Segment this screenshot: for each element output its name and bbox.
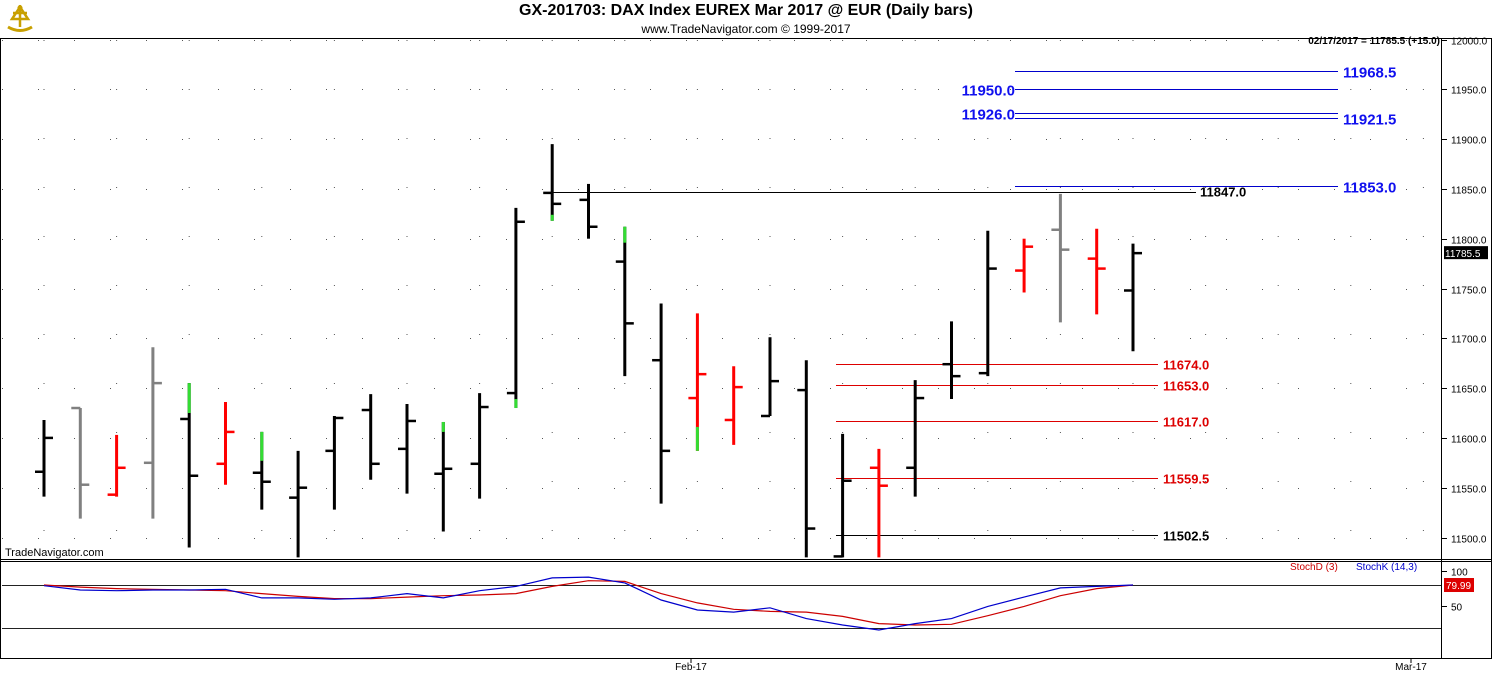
watermark: TradeNavigator.com — [5, 547, 104, 559]
resistance-label: 11968.5 — [1343, 65, 1396, 82]
y-tick-label: 11600.0 — [1451, 435, 1487, 446]
chart-title: GX-201703: DAX Index EUREX Mar 2017 @ EU… — [519, 2, 973, 19]
y-tick-label: 11500.0 — [1451, 535, 1487, 546]
trade-navigator-logo — [7, 4, 33, 32]
chart-subtitle: www.TradeNavigator.com © 1999-2017 — [641, 22, 851, 36]
y-tick-label: 11850.0 — [1451, 186, 1487, 197]
y-tick-label: 11550.0 — [1451, 485, 1487, 496]
x-tick-label: Feb-17 — [675, 662, 707, 673]
price-levels: 11968.5 11950.0 11926.0 11921.5 11853.0 11847… — [548, 65, 1396, 544]
chart-frame — [0, 38, 1492, 659]
support-label: 11559.5 — [1163, 472, 1209, 487]
stoch-series-line — [43, 580, 1134, 626]
stoch-tick-label: 100 — [1451, 568, 1468, 579]
y-tick-label: 11650.0 — [1451, 385, 1487, 396]
resistance-label: 11921.5 — [1343, 112, 1396, 129]
resistance-label: 11853.0 — [1343, 180, 1396, 197]
resistance-label: 11926.0 — [962, 107, 1015, 124]
chart-border — [0, 38, 1492, 659]
time-axis[interactable]: Feb-17 Mar-17 — [675, 659, 1427, 673]
stochastic-panel: 100 50 79.99 — [2, 568, 1474, 631]
y-tick-label: 11900.0 — [1451, 136, 1487, 147]
x-tick-label: Mar-17 — [1395, 662, 1427, 673]
stoch-last-label: 79.99 — [1446, 581, 1471, 592]
stoch-k-legend: StochK (14,3) — [1356, 562, 1418, 573]
y-tick-label: 12000.0 — [1451, 37, 1488, 48]
support-label: 11617.0 — [1163, 415, 1209, 430]
price-axis[interactable]: 11500.0 11550.0 11600.0 11650.0 11700.0 11750… — [1442, 37, 1488, 546]
support-label: 11674.0 — [1163, 358, 1209, 373]
support-label: 11653.0 — [1163, 379, 1209, 394]
stoch-last-flag — [1444, 578, 1474, 593]
price-bars — [35, 144, 1142, 558]
price-grid — [2, 40, 1441, 558]
last-price-flag — [1444, 246, 1488, 260]
stoch-d-legend: StochD (3) — [1290, 562, 1338, 573]
pivot-label: 11847.0 — [1200, 185, 1246, 200]
y-tick-label: 11800.0 — [1451, 236, 1487, 247]
last-quote: 02/17/2017 = 11785.5 (+15.0) — [1308, 36, 1440, 47]
y-tick-label: 11950.0 — [1451, 86, 1487, 97]
stoch-series-line — [43, 576, 1134, 631]
stoch-tick-label: 50 — [1451, 603, 1463, 614]
last-price-label: 11785.5 — [1445, 249, 1481, 260]
resistance-label: 11950.0 — [962, 83, 1015, 100]
y-tick-label: 11700.0 — [1451, 335, 1487, 346]
support-label: 11502.5 — [1163, 529, 1209, 544]
y-tick-label: 11750.0 — [1451, 286, 1487, 297]
